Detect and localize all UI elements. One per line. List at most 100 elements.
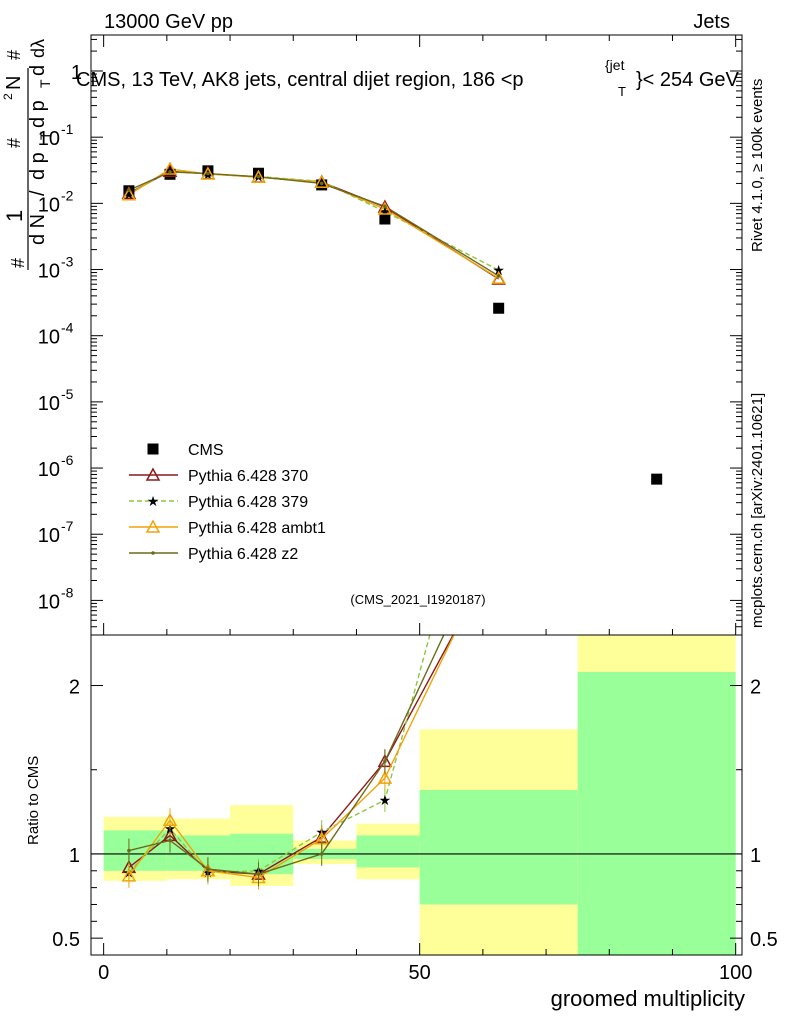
data-point bbox=[127, 188, 131, 193]
series-line bbox=[128, 168, 500, 279]
data-point bbox=[162, 161, 178, 175]
y-tick-label: 10 bbox=[38, 128, 60, 150]
ratio-y-tick-label-right: 0.5 bbox=[750, 929, 778, 951]
main-plot: 10-810-710-610-510-410-310-210 -11#1 d N/d… bbox=[1, 34, 743, 636]
ratio-y-tick-label-right: 1 bbox=[750, 845, 761, 867]
y-label-part: # bbox=[4, 138, 24, 148]
data-point bbox=[377, 201, 393, 215]
y-tick-label-exp: -1 bbox=[61, 121, 74, 137]
y-tick-label: 10 bbox=[38, 194, 60, 216]
legend: CMS Pythia 6.428 370 ★ Pythia 6.428 379 Pyth… bbox=[129, 442, 326, 563]
ratio-point bbox=[383, 759, 387, 764]
header-right: Jets bbox=[693, 11, 730, 33]
legend-label: Pythia 6.428 370 bbox=[188, 468, 308, 485]
y-tick-label: 10 bbox=[38, 393, 60, 415]
ratio-y-tick-label: 2 bbox=[69, 677, 80, 699]
y-label-part: dλ bbox=[28, 39, 48, 58]
uncertainty-band-green bbox=[166, 835, 231, 871]
y-label-part: N bbox=[3, 76, 25, 90]
data-point bbox=[383, 204, 387, 209]
legend-marker bbox=[145, 467, 161, 481]
ratio-point: ★ bbox=[379, 792, 392, 808]
y-label-part: # bbox=[4, 50, 24, 60]
mcplots-label: mcplots.cern.ch [arXiv:2401.10621] bbox=[749, 393, 766, 628]
data-point bbox=[251, 169, 266, 183]
ratio-y-tick-label: 0.5 bbox=[52, 929, 80, 951]
data-point bbox=[202, 165, 214, 177]
y-tick-label-exp: -4 bbox=[61, 320, 74, 336]
ratio-point bbox=[256, 872, 261, 876]
data-point bbox=[496, 274, 501, 278]
ratio-point bbox=[121, 868, 137, 882]
data-point bbox=[379, 213, 391, 225]
data-point bbox=[162, 163, 178, 178]
uncertainty-band-green bbox=[356, 835, 420, 868]
y-label-part: T bbox=[37, 79, 53, 88]
series-line bbox=[128, 169, 499, 271]
watermark: (CMS_2021_I1920187) bbox=[350, 592, 485, 607]
data-point: ★ bbox=[123, 186, 136, 202]
main-plot-frame bbox=[90, 34, 743, 636]
data-point: ★ bbox=[492, 262, 505, 278]
data-point bbox=[491, 270, 506, 284]
data-point bbox=[121, 187, 137, 201]
y-tick-label-exp: -2 bbox=[61, 187, 74, 203]
y-label-part: T bbox=[37, 131, 53, 140]
ratio-y-axis-label: Ratio to CMS bbox=[25, 756, 42, 845]
ratio-series-group: ★★★ ★★★ bbox=[121, 635, 455, 890]
plot-title-sub: T bbox=[618, 84, 626, 99]
y-label-part: d N bbox=[27, 214, 49, 245]
data-point bbox=[252, 167, 264, 179]
series-line bbox=[128, 171, 500, 277]
ratio-plot-frame bbox=[90, 634, 743, 956]
y-label-part: d p bbox=[27, 152, 49, 180]
ratio-y-tick-label-right: 2 bbox=[750, 677, 761, 699]
data-point bbox=[493, 302, 505, 314]
y-tick-label: 10 bbox=[38, 591, 60, 613]
y-tick-label-exp: -3 bbox=[61, 254, 74, 270]
header-left: 13000 GeV pp bbox=[104, 11, 233, 33]
x-axis-label: groomed multiplicity bbox=[551, 986, 745, 1011]
y-tick-label: 10 bbox=[38, 459, 60, 481]
ratio-y-tick-label: 1 bbox=[69, 845, 80, 867]
data-point bbox=[651, 473, 663, 485]
plot-title-end: }< 254 GeV bbox=[636, 69, 740, 91]
y-tick-label: 10 bbox=[38, 525, 60, 547]
data-point bbox=[314, 174, 329, 189]
ratio-point bbox=[127, 848, 131, 853]
legend-marker: ★ bbox=[147, 493, 160, 509]
y-tick-label: 10 bbox=[38, 327, 60, 349]
x-tick-label: 50 bbox=[409, 962, 431, 984]
data-point bbox=[319, 181, 324, 186]
series-line bbox=[128, 170, 500, 280]
y-label-part: # bbox=[8, 258, 28, 268]
ratio-point bbox=[319, 852, 324, 856]
y-tick-label-exp: -6 bbox=[61, 452, 74, 468]
y-label-part: d bbox=[27, 65, 49, 76]
legend-marker bbox=[147, 443, 159, 455]
plot-title: CMS, 13 TeV, AK8 jets, central dijet reg… bbox=[76, 57, 740, 99]
rivet-label: Rivet 4.1.0, ≥ 100k events bbox=[749, 79, 766, 252]
legend-marker bbox=[151, 551, 155, 555]
y-tick-label-exp: -7 bbox=[61, 518, 74, 534]
ratio-point bbox=[206, 867, 210, 871]
x-tick-label: 100 bbox=[719, 962, 752, 984]
plot-title-sup: {jet bbox=[605, 57, 625, 73]
data-point bbox=[256, 174, 261, 179]
ratio-point bbox=[377, 770, 393, 784]
legend-label: Pythia 6.428 379 bbox=[188, 494, 308, 511]
data-point bbox=[200, 166, 216, 180]
data-point: ★ bbox=[315, 173, 328, 189]
legend-label: Pythia 6.428 z2 bbox=[188, 546, 298, 563]
y-label-part: 1 bbox=[2, 210, 27, 222]
legend-label: Pythia 6.428 ambt1 bbox=[188, 520, 326, 537]
data-point bbox=[377, 199, 393, 213]
y-tick-label: 10 bbox=[38, 261, 60, 283]
legend-label: CMS bbox=[188, 442, 224, 459]
x-tick-label: 0 bbox=[98, 962, 109, 984]
data-point bbox=[168, 170, 172, 174]
uncertainty-band-green bbox=[419, 789, 578, 905]
uncertainty-band-green bbox=[577, 672, 736, 955]
